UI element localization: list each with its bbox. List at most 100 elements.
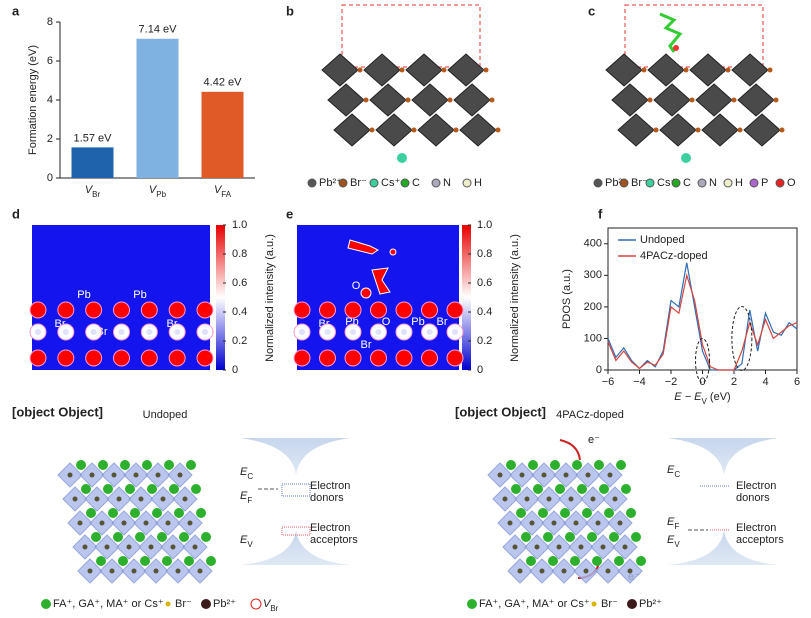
pb bbox=[82, 544, 88, 550]
x-tick-label-part: Pb bbox=[156, 190, 166, 199]
octahedron bbox=[617, 113, 655, 147]
octahedron bbox=[695, 83, 733, 117]
octahedron bbox=[333, 113, 371, 147]
pb bbox=[617, 520, 623, 526]
panel-label: f bbox=[598, 206, 603, 221]
legend-swatch bbox=[619, 178, 629, 188]
x-axis-label-part: E − E bbox=[674, 391, 702, 403]
energy-level: EF bbox=[667, 516, 679, 531]
energy-level-part: C bbox=[247, 472, 253, 481]
octahedron bbox=[743, 113, 781, 147]
pb bbox=[524, 496, 530, 502]
cation bbox=[626, 508, 636, 518]
cation bbox=[96, 556, 106, 566]
legend-swatch bbox=[338, 178, 348, 188]
y-tick-label: 2 bbox=[47, 133, 53, 145]
atom-label: Br bbox=[167, 318, 178, 330]
pb bbox=[111, 472, 117, 478]
atom-core bbox=[375, 329, 382, 335]
pb bbox=[72, 496, 78, 502]
atom-label: Br bbox=[437, 316, 448, 328]
x-tick-label-part: Br bbox=[92, 190, 100, 199]
legend-label: 4PACz-doped bbox=[640, 250, 708, 262]
x-tick-label-part: V bbox=[149, 184, 158, 196]
cation bbox=[555, 484, 565, 494]
cation bbox=[191, 484, 201, 494]
cation bbox=[560, 508, 570, 518]
pb bbox=[502, 496, 508, 502]
atom-core bbox=[118, 307, 125, 313]
cation bbox=[582, 508, 592, 518]
atom bbox=[483, 67, 489, 73]
legend-swatch bbox=[307, 178, 317, 188]
atom-label: Pb bbox=[133, 289, 146, 301]
pb bbox=[170, 544, 176, 550]
cation bbox=[592, 556, 602, 566]
legend-swatch bbox=[41, 599, 51, 609]
cation bbox=[152, 508, 162, 518]
pb bbox=[517, 568, 523, 574]
energy-level-part: V bbox=[674, 540, 680, 549]
atom bbox=[681, 153, 691, 163]
x-tick-label: 0 bbox=[699, 376, 705, 388]
value-label: 4.42 eV bbox=[204, 77, 243, 89]
pb bbox=[175, 568, 181, 574]
energy-level-part: E bbox=[667, 534, 675, 546]
cation bbox=[511, 484, 521, 494]
atom-core bbox=[202, 355, 208, 361]
atom bbox=[689, 97, 695, 103]
atom-core bbox=[299, 307, 305, 313]
energy-level-part: C bbox=[674, 470, 680, 479]
atom-core bbox=[401, 307, 407, 313]
label: acceptors bbox=[310, 534, 358, 546]
colorbar-tick-label: 0.2 bbox=[232, 335, 247, 347]
octahedron bbox=[605, 53, 643, 87]
cation bbox=[506, 460, 516, 470]
panel-label: a bbox=[12, 3, 20, 18]
pb bbox=[573, 520, 579, 526]
atom bbox=[767, 67, 773, 73]
legend-swatch bbox=[645, 178, 655, 188]
y-tick-label: 400 bbox=[584, 238, 602, 250]
pb bbox=[600, 544, 606, 550]
legend-swatch bbox=[250, 598, 262, 610]
pb bbox=[605, 568, 611, 574]
pb bbox=[556, 544, 562, 550]
x-tick-label: 4 bbox=[762, 376, 768, 388]
cation bbox=[184, 556, 194, 566]
pb bbox=[561, 568, 567, 574]
legend-label: H bbox=[735, 177, 743, 189]
legend-label: O bbox=[787, 177, 796, 189]
pb bbox=[612, 496, 618, 502]
molecule bbox=[659, 12, 683, 53]
y-tick-label: 4 bbox=[47, 94, 53, 106]
legend-swatch bbox=[467, 599, 477, 609]
colorbar-tick-label: 0.6 bbox=[232, 277, 247, 289]
x-tick-label: VPb bbox=[149, 184, 167, 199]
atom bbox=[357, 67, 363, 73]
line bbox=[607, 272, 798, 371]
energy-level: EF bbox=[240, 490, 252, 505]
cation bbox=[206, 556, 216, 566]
blobs bbox=[347, 239, 397, 299]
panel-label: [object Object] bbox=[455, 404, 546, 419]
dashed-box bbox=[624, 4, 764, 68]
x-tick-label: VBr bbox=[85, 184, 101, 199]
bar bbox=[201, 91, 244, 178]
octahedron bbox=[417, 113, 455, 147]
annotation bbox=[731, 305, 753, 371]
pb bbox=[116, 496, 122, 502]
cation bbox=[604, 508, 614, 518]
octahedron bbox=[411, 83, 449, 117]
pb bbox=[539, 568, 545, 574]
pb bbox=[153, 568, 159, 574]
atom-core bbox=[324, 329, 331, 335]
y-tick-label: 6 bbox=[47, 55, 53, 67]
x-tick-label: VFA bbox=[214, 184, 232, 199]
x-tick-label: −4 bbox=[633, 376, 646, 388]
cation bbox=[599, 484, 609, 494]
legend-swatch bbox=[593, 178, 603, 188]
atom-core bbox=[452, 329, 458, 335]
panel-label: b bbox=[286, 3, 294, 18]
panel-title: 4PACz-doped bbox=[556, 409, 624, 421]
